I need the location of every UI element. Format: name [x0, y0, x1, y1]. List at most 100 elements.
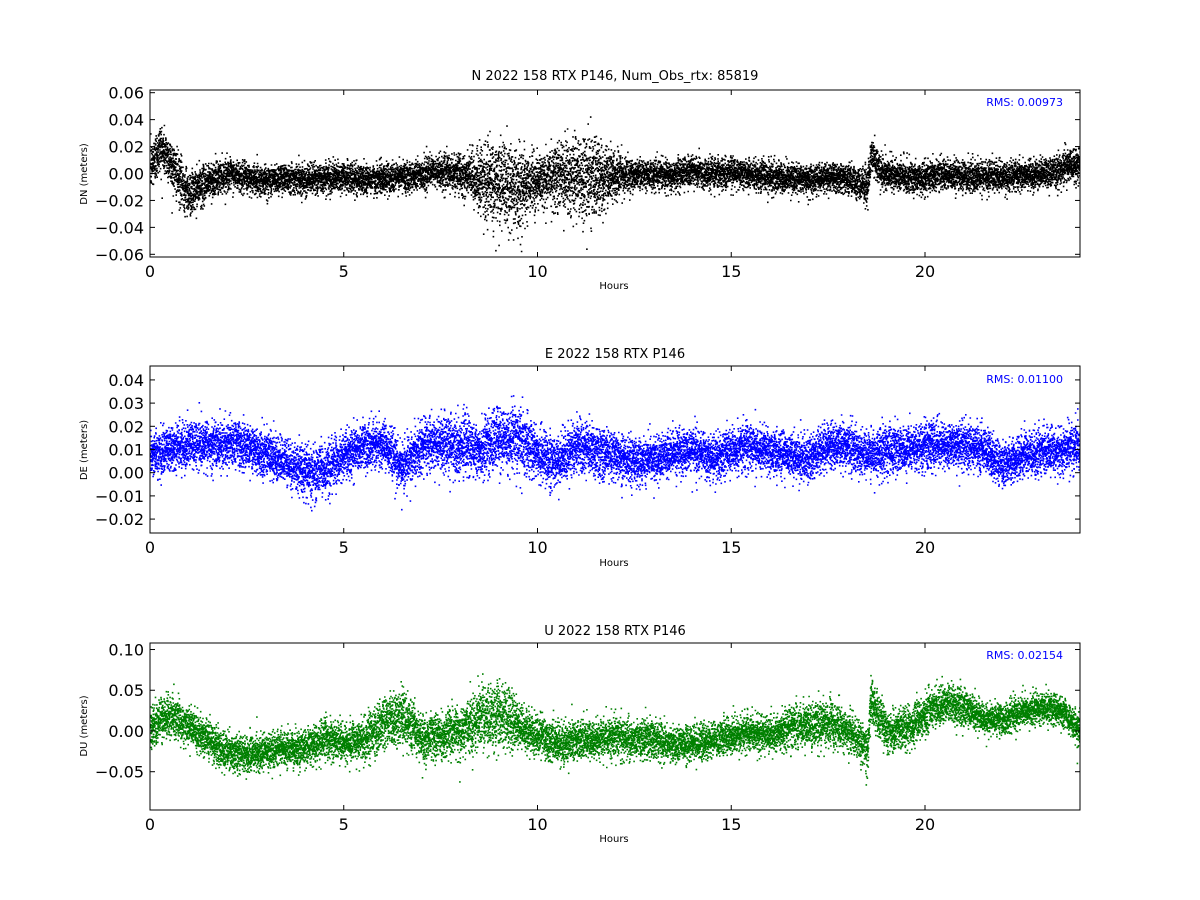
data-point-du-37 [865, 746, 869, 749]
x-tick-label-dn: 20 [915, 262, 935, 281]
data-point-dn-4 [187, 192, 190, 195]
x-tick-label-de: 0 [145, 538, 155, 557]
data-point-dn-42 [877, 168, 880, 171]
chart-title-dn: N 2022 158 RTX P146, Num_Obs_rtx: 85819 [472, 69, 759, 84]
rms-annotation-dn: RMS: 0.00973 [986, 96, 1063, 109]
data-point-de-46 [1040, 448, 1043, 451]
data-point-du-1 [168, 713, 171, 716]
panel-dn: N 2022 158 RTX P146, Num_Obs_rtx: 85819 … [79, 69, 1081, 292]
data-point-du-16 [458, 729, 462, 733]
data-point-du-17 [478, 717, 481, 720]
data-point-dn-27 [613, 174, 617, 178]
data-point-de-21 [555, 462, 559, 465]
data-point-dn-34 [749, 172, 752, 175]
data-point-de-39 [904, 448, 907, 451]
data-point-du-20 [536, 733, 539, 737]
data-point-de-26 [652, 457, 655, 460]
data-point-dn-44 [904, 174, 907, 178]
data-point-du-2 [187, 725, 190, 729]
data-point-de-43 [981, 445, 985, 449]
x-tick-label-de: 5 [339, 538, 349, 557]
data-point-dn-24 [555, 172, 559, 175]
x-tick-label-dn: 15 [721, 262, 741, 281]
data-point-du-21 [555, 742, 559, 745]
data-point-de-15 [439, 441, 442, 444]
data-point-de-10 [342, 452, 345, 456]
data-point-du-7 [284, 746, 287, 749]
data-point-du-31 [749, 729, 752, 733]
data-point-dn-10 [284, 174, 287, 178]
axes-frame-du [149, 642, 1081, 811]
data-point-de-30 [730, 448, 733, 451]
data-point-du-5 [245, 754, 249, 757]
data-point-de-47 [1059, 448, 1062, 451]
data-point-du-10 [342, 742, 345, 745]
panel-de: E 2022 158 RTX P146 RMS: 0.01100 Hours D… [79, 347, 1081, 569]
data-point-du-41 [923, 713, 927, 716]
data-point-de-18 [497, 436, 500, 440]
x-tick-label-dn: 0 [145, 262, 155, 281]
data-point-dn-32 [710, 172, 714, 175]
panel-du: U 2022 158 RTX P146 RMS: 0.02154 Hours D… [79, 624, 1081, 845]
data-point-de-23 [594, 448, 597, 451]
data-point-du-45 [1001, 717, 1004, 720]
data-point-dn-2 [168, 158, 171, 162]
data-point-du-11 [361, 737, 365, 741]
data-point-dn-31 [691, 169, 694, 173]
y-tick-label-de: 0.01 [108, 441, 144, 460]
data-point-de-37 [865, 452, 869, 456]
data-point-de-33 [788, 452, 791, 456]
data-point-dn-5 [197, 185, 200, 189]
y-tick-label-de: −0.02 [95, 510, 144, 529]
y-tick-label-de: 0.03 [108, 394, 144, 413]
data-point-du-29 [710, 737, 714, 741]
data-point-de-38 [885, 448, 888, 451]
x-axis-label-de: Hours [599, 558, 628, 569]
x-axis-label-du: Hours [599, 834, 628, 845]
data-point-dn-39 [846, 177, 849, 181]
data-point-du-18 [497, 713, 500, 716]
data-point-de-24 [613, 452, 617, 456]
data-point-du-6 [265, 750, 268, 753]
data-point-du-47 [1040, 705, 1043, 708]
data-point-dn-26 [594, 176, 597, 179]
data-point-de-45 [1020, 452, 1024, 456]
data-point-du-38 [869, 697, 872, 700]
data-point-de-41 [943, 443, 946, 447]
y-tick-label-dn: −0.02 [95, 191, 144, 210]
data-point-du-36 [846, 729, 849, 733]
x-tick-label-du: 5 [339, 815, 349, 834]
data-points-du [150, 673, 1080, 786]
x-tick-label-dn: 10 [527, 262, 547, 281]
data-point-du-14 [420, 737, 423, 741]
data-point-du-3 [206, 737, 210, 741]
data-point-dn-19 [458, 172, 462, 175]
data-point-de-35 [826, 443, 830, 447]
data-point-dn-51 [1040, 172, 1043, 175]
data-point-dn-22 [516, 185, 520, 189]
data-point-de-32 [768, 450, 772, 454]
data-point-dn-1 [158, 145, 161, 148]
data-point-du-46 [1020, 709, 1024, 712]
y-tick-label-du: 0.10 [108, 641, 144, 660]
data-point-du-39 [885, 729, 888, 733]
data-point-du-32 [768, 733, 772, 737]
data-point-dn-29 [652, 172, 655, 175]
data-point-du-24 [613, 733, 617, 737]
plot-area-de: 0 5 10 15 20 −0.02 −0.01 0.00 0.01 0.02 0.03 0.04 [95, 365, 1081, 557]
data-point-dn-16 [400, 174, 404, 178]
data-point-dn-3 [177, 179, 181, 182]
x-tick-label-dn: 5 [339, 262, 349, 281]
data-point-du-40 [904, 725, 907, 729]
y-tick-label-dn: 0.00 [108, 165, 144, 184]
data-point-du-28 [691, 742, 694, 745]
data-point-dn-52 [1059, 166, 1062, 170]
x-tick-label-de: 10 [527, 538, 547, 557]
data-point-de-8 [303, 471, 307, 474]
data-point-dn-45 [923, 176, 927, 179]
data-point-dn-41 [869, 152, 872, 155]
data-point-du-33 [788, 725, 791, 729]
x-tick-label-du: 20 [915, 815, 935, 834]
data-point-dn-14 [361, 177, 365, 181]
data-point-du-48 [1059, 709, 1062, 712]
